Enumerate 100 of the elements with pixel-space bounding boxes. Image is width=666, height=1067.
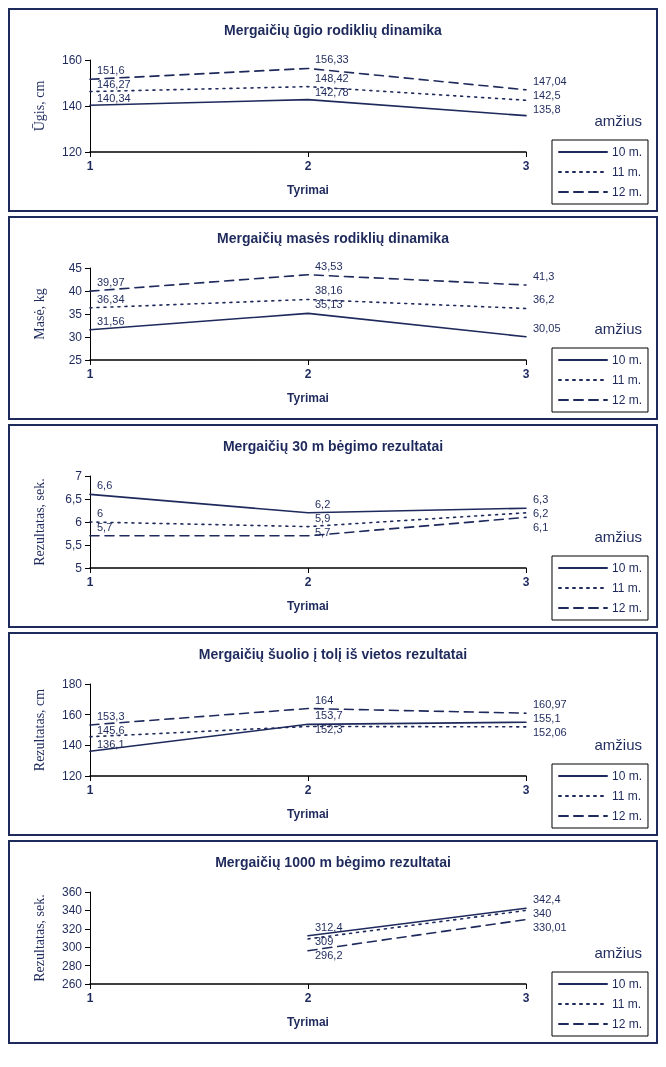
x-tick-label: 3 — [522, 367, 530, 381]
data-label: 152,3 — [315, 723, 343, 736]
chart-title: Mergaičių šuolio į tolį iš vietos rezultatai — [198, 646, 468, 662]
data-label: 6,1 — [533, 521, 549, 534]
legend-title: amžius — [594, 320, 642, 337]
y-tick-label: 140 — [61, 99, 83, 113]
data-label: 156,33 — [315, 53, 349, 66]
x-tick-label: 3 — [522, 991, 530, 1005]
data-label: 142,5 — [533, 88, 561, 101]
data-label: 340 — [533, 907, 552, 920]
chart-title: Mergaičių 1000 m bėgimo rezultatai — [215, 854, 451, 870]
data-label: 160,97 — [533, 698, 567, 711]
legend-label: 11 m. — [611, 373, 642, 387]
data-label: 30,05 — [533, 321, 561, 334]
x-tick-label: 3 — [522, 783, 530, 797]
data-label: 43,53 — [315, 259, 343, 272]
data-label: 152,06 — [533, 726, 567, 739]
x-axis-title: Tyrimai — [287, 599, 329, 613]
y-tick-label: 5,5 — [65, 538, 83, 552]
y-tick-label: 6,5 — [65, 492, 83, 506]
y-tick-label: 300 — [61, 940, 83, 955]
x-tick-label: 3 — [522, 159, 530, 173]
legend-title: amžius — [594, 944, 642, 961]
data-label: 155,1 — [533, 712, 561, 725]
y-tick-label: 280 — [61, 958, 83, 973]
legend-label: 12 m. — [611, 601, 642, 615]
data-label: 145,6 — [97, 723, 125, 736]
legend-label: 12 m. — [611, 1017, 642, 1031]
data-label: 6,2 — [315, 497, 331, 510]
x-tick-label: 2 — [304, 159, 312, 173]
y-tick-label: 45 — [68, 261, 83, 275]
legend-label: 11 m. — [611, 165, 642, 179]
data-label: 135,8 — [533, 102, 561, 115]
y-tick-label: 120 — [61, 145, 83, 159]
data-label: 164 — [315, 693, 334, 706]
x-axis-title: Tyrimai — [287, 183, 329, 197]
data-label: 5,7 — [97, 521, 113, 533]
legend-label: 12 m. — [611, 393, 642, 407]
y-tick-label: 40 — [68, 284, 83, 298]
legend-title: amžius — [594, 528, 642, 545]
data-label: 309 — [315, 934, 334, 947]
y-tick-label: 25 — [68, 353, 83, 367]
data-label: 148,42 — [315, 71, 349, 84]
data-label: 342,4 — [533, 893, 561, 906]
y-tick-label: 5 — [75, 561, 83, 575]
y-tick-label: 180 — [61, 677, 83, 691]
y-tick-label: 120 — [61, 769, 83, 783]
y-tick-label: 160 — [61, 53, 83, 67]
y-tick-label: 7 — [75, 469, 83, 483]
y-tick-label: 140 — [61, 738, 83, 753]
y-axis-title: Masė, kg — [31, 288, 47, 340]
legend-label: 10 m. — [611, 145, 642, 159]
x-axis-title: Tyrimai — [287, 391, 329, 405]
x-tick-label: 1 — [86, 783, 94, 797]
chart-title: Mergaičių 30 m bėgimo rezultatai — [222, 438, 444, 454]
data-label: 6,6 — [97, 479, 113, 492]
legend-label: 11 m. — [611, 997, 642, 1011]
chart-title: Mergaičių ūgio rodiklių dinamika — [224, 22, 443, 38]
data-label: 330,01 — [533, 921, 567, 934]
y-tick-label: 260 — [61, 977, 83, 991]
x-tick-label: 1 — [86, 367, 94, 381]
data-label: 38,16 — [315, 284, 343, 297]
legend-label: 10 m. — [611, 977, 642, 991]
x-tick-label: 2 — [304, 991, 312, 1005]
data-label: 6,3 — [533, 493, 549, 506]
data-label: 35,13 — [315, 298, 343, 311]
x-tick-label: 1 — [86, 575, 94, 589]
data-label: 39,97 — [97, 276, 125, 289]
y-tick-label: 30 — [68, 330, 83, 344]
legend-label: 10 m. — [611, 353, 642, 367]
data-label: 151,6 — [97, 64, 125, 77]
y-tick-label: 360 — [61, 885, 83, 899]
y-tick-label: 35 — [68, 307, 83, 321]
data-label: 147,04 — [533, 74, 567, 87]
legend-label: 10 m. — [611, 769, 642, 783]
data-label: 36,34 — [97, 292, 125, 305]
legend-title: amžius — [594, 736, 642, 753]
y-tick-label: 160 — [61, 707, 83, 722]
x-axis-title: Tyrimai — [287, 807, 329, 821]
legend-label: 11 m. — [611, 789, 642, 803]
legend-label: 11 m. — [611, 581, 642, 595]
data-label: 153,7 — [315, 709, 343, 722]
y-tick-label: 6 — [75, 515, 83, 529]
data-label: 296,2 — [315, 948, 343, 961]
data-label: 140,34 — [97, 92, 131, 105]
data-label: 153,3 — [97, 709, 125, 722]
data-label: 312,4 — [315, 920, 343, 933]
legend-label: 10 m. — [611, 561, 642, 575]
x-tick-label: 2 — [304, 367, 312, 381]
y-axis-title: Rezultatas, cm — [31, 688, 47, 772]
y-axis-title: Rezultatas, sek. — [31, 478, 47, 566]
data-label: 6,2 — [533, 507, 549, 520]
data-label: 146,27 — [97, 78, 131, 91]
data-label: 142,78 — [315, 85, 349, 98]
data-label: 41,3 — [533, 270, 555, 283]
data-label: 6 — [97, 507, 104, 519]
legend-label: 12 m. — [611, 809, 642, 823]
y-axis-title: Ūgis, cm — [31, 80, 47, 132]
y-tick-label: 320 — [61, 921, 83, 936]
y-tick-label: 340 — [61, 903, 83, 918]
